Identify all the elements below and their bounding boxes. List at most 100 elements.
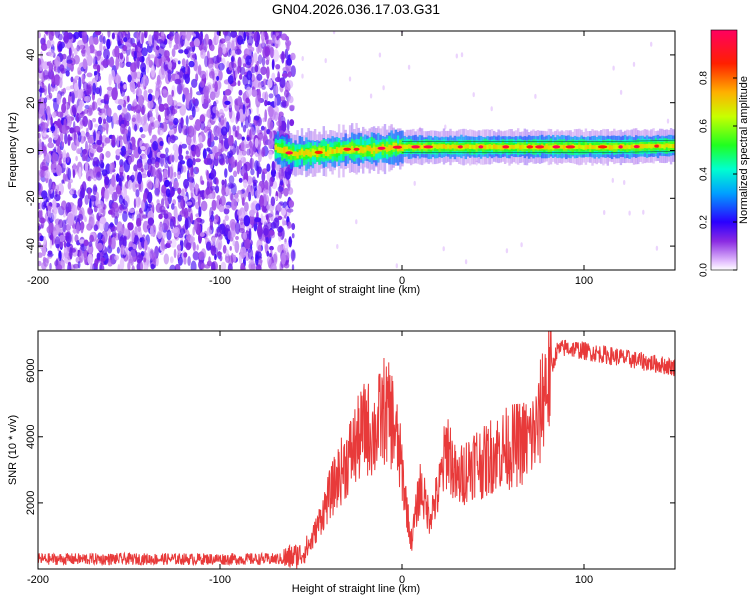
heatmap-cell <box>147 191 153 204</box>
heatmap-cell <box>274 97 278 108</box>
heatmap-cell <box>140 134 146 139</box>
heatmap-cell <box>204 158 211 166</box>
heatmap-cell <box>41 244 47 257</box>
heatmap-cell <box>464 259 468 265</box>
heatmap-cell <box>224 205 231 210</box>
heatmap-cell <box>182 35 186 40</box>
heatmap-cell <box>298 150 301 156</box>
heatmap-cell <box>265 236 269 244</box>
heatmap-cell <box>149 116 156 122</box>
heatmap-cell <box>77 105 82 114</box>
heatmap-cell <box>64 255 71 264</box>
heatmap-cell <box>149 248 154 261</box>
heatmap-cell <box>69 91 72 97</box>
heatmap-cell <box>116 246 120 254</box>
heatmap-cell <box>246 148 251 156</box>
heatmap-cell <box>264 99 268 107</box>
heatmap-cell <box>199 114 206 124</box>
heatmap-cell <box>211 237 216 247</box>
heatmap-cell <box>117 104 122 111</box>
heatmap-cell <box>257 82 263 89</box>
heatmap-cell <box>200 121 206 131</box>
heatmap-cell <box>140 146 146 151</box>
heatmap-cell <box>348 147 352 154</box>
heatmap-peak <box>597 145 608 149</box>
heatmap-cell <box>229 39 236 50</box>
heatmap-cell <box>46 226 52 234</box>
heatmap-cell <box>221 186 227 196</box>
heatmap-cell <box>192 157 196 166</box>
heatmap-cell <box>137 225 141 233</box>
heatmap-cell <box>189 236 195 243</box>
spectrogram-x-axis-label: Height of straight line (km) <box>292 284 420 296</box>
heatmap-cell <box>224 89 232 96</box>
heatmap-cell <box>182 125 188 136</box>
heatmap-cell <box>144 32 147 39</box>
heatmap-cell <box>71 141 78 151</box>
heatmap-cell <box>131 117 136 122</box>
heatmap-peak <box>552 145 561 149</box>
heatmap-cell <box>267 78 273 89</box>
heatmap-cell <box>45 152 52 163</box>
heatmap-cell <box>143 239 148 251</box>
heatmap-peak <box>343 147 352 151</box>
heatmap-cell <box>227 135 234 147</box>
heatmap-cell <box>67 181 72 190</box>
heatmap-cell <box>488 144 491 149</box>
heatmap-cell <box>127 74 132 83</box>
heatmap-cell <box>103 118 107 124</box>
heatmap-cell <box>181 206 185 215</box>
heatmap-cell <box>185 229 190 239</box>
heatmap-peak <box>353 147 360 151</box>
heatmap-cell <box>266 256 272 266</box>
heatmap-cell <box>198 206 202 218</box>
heatmap-cell <box>155 104 159 114</box>
heatmap-cell <box>372 146 376 151</box>
heatmap-cell <box>279 77 286 89</box>
heatmap-cell <box>76 87 84 100</box>
heatmap-cell <box>89 263 94 270</box>
heatmap-cell <box>93 205 98 213</box>
heatmap-cell <box>78 250 84 263</box>
heatmap-cell <box>238 177 243 183</box>
heatmap-cell <box>84 217 87 222</box>
heatmap-cell <box>126 175 130 180</box>
heatmap-cell <box>260 125 265 131</box>
heatmap-cell <box>143 257 147 263</box>
heatmap-cell <box>242 63 246 68</box>
heatmap-cell <box>265 214 269 221</box>
heatmap-cell <box>105 150 111 158</box>
heatmap-cell <box>181 58 186 67</box>
heatmap-cell <box>281 207 286 216</box>
heatmap-cell <box>64 232 71 237</box>
heatmap-cell <box>235 221 241 235</box>
heatmap-cell <box>220 195 226 206</box>
heatmap-cell <box>254 137 259 148</box>
heatmap-cell <box>75 155 78 162</box>
heatmap-cell <box>112 112 118 125</box>
heatmap-cell <box>168 113 172 121</box>
heatmap-cell <box>230 193 234 201</box>
heatmap-cell <box>111 230 117 237</box>
heatmap-cell <box>268 106 274 118</box>
heatmap-cell <box>82 58 88 70</box>
heatmap-cell <box>47 110 52 121</box>
heatmap-cell <box>174 32 180 45</box>
heatmap-peak <box>423 145 434 149</box>
heatmap-cell <box>261 38 265 48</box>
heatmap-cell <box>83 239 89 247</box>
heatmap-cell <box>232 125 237 132</box>
heatmap-cell <box>286 80 294 89</box>
heatmap-cell <box>182 93 186 103</box>
heatmap-cell <box>185 150 189 155</box>
heatmap-cell <box>106 115 113 123</box>
heatmap-cell <box>290 52 296 61</box>
heatmap-cell <box>232 240 236 247</box>
heatmap-cell <box>67 261 72 266</box>
heatmap-cell <box>237 95 241 106</box>
heatmap-cell <box>76 112 80 123</box>
heatmap-cell <box>177 187 182 195</box>
heatmap-cell <box>48 31 54 42</box>
heatmap-cell <box>62 149 67 162</box>
heatmap-cell <box>252 31 255 34</box>
